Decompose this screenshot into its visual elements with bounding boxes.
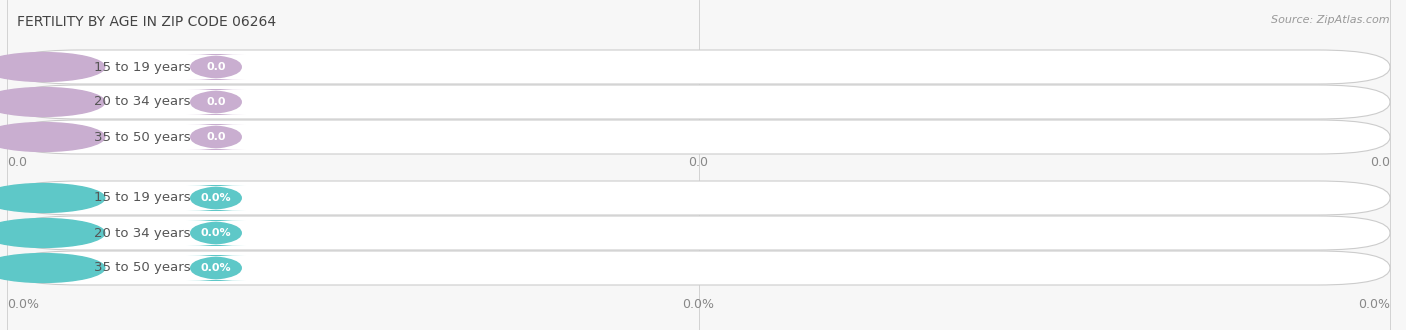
FancyBboxPatch shape [7,50,1391,84]
Text: 15 to 19 years: 15 to 19 years [94,191,191,205]
FancyBboxPatch shape [7,251,1391,285]
Text: 0.0%: 0.0% [201,228,232,238]
Text: 0.0: 0.0 [207,132,226,142]
FancyBboxPatch shape [187,255,246,281]
FancyBboxPatch shape [187,124,246,150]
Circle shape [0,253,105,282]
Text: 0.0: 0.0 [207,62,226,72]
Text: 0.0: 0.0 [689,156,709,170]
Text: 0.0%: 0.0% [201,263,232,273]
Text: 35 to 50 years: 35 to 50 years [94,261,191,275]
FancyBboxPatch shape [187,220,246,246]
Text: 0.0%: 0.0% [682,299,714,312]
Text: 20 to 34 years: 20 to 34 years [94,226,190,240]
Text: 0.0: 0.0 [1369,156,1391,170]
Text: 15 to 19 years: 15 to 19 years [94,60,191,74]
Text: 0.0%: 0.0% [1358,299,1391,312]
Circle shape [0,52,105,82]
FancyBboxPatch shape [187,89,246,115]
FancyBboxPatch shape [7,85,1391,119]
Text: 0.0%: 0.0% [201,193,232,203]
Circle shape [0,122,105,151]
Text: 0.0: 0.0 [7,156,27,170]
FancyBboxPatch shape [187,185,246,211]
Text: Source: ZipAtlas.com: Source: ZipAtlas.com [1271,15,1389,25]
Text: 20 to 34 years: 20 to 34 years [94,95,190,109]
Text: FERTILITY BY AGE IN ZIP CODE 06264: FERTILITY BY AGE IN ZIP CODE 06264 [17,15,276,29]
FancyBboxPatch shape [7,181,1391,215]
FancyBboxPatch shape [7,216,1391,250]
Circle shape [0,87,105,116]
FancyBboxPatch shape [7,120,1391,154]
Circle shape [0,183,105,213]
Text: 0.0%: 0.0% [7,299,39,312]
Text: 0.0: 0.0 [207,97,226,107]
Text: 35 to 50 years: 35 to 50 years [94,130,191,144]
FancyBboxPatch shape [187,54,246,80]
Circle shape [0,218,105,248]
